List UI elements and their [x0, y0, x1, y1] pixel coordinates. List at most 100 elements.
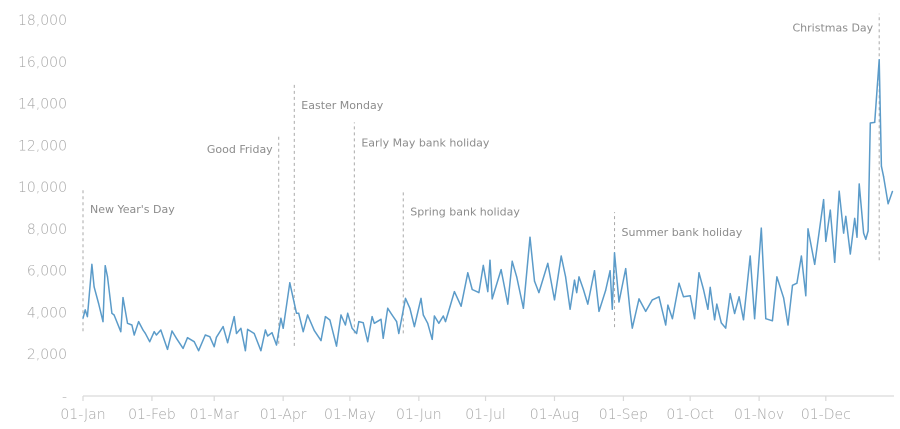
data-point: [213, 346, 215, 348]
data-point: [113, 314, 115, 316]
y-tick-label: 12,000: [18, 138, 67, 154]
data-point: [765, 318, 767, 320]
data-point: [878, 59, 880, 61]
data-point: [444, 321, 447, 323]
data-point: [271, 332, 273, 334]
data-point: [707, 308, 709, 310]
data-point: [422, 314, 424, 316]
data-point: [638, 298, 640, 300]
data-point: [244, 350, 246, 352]
data-point: [295, 312, 298, 314]
data-point: [776, 276, 778, 278]
data-point: [253, 332, 255, 335]
data-point: [209, 336, 211, 338]
holiday-label: Easter Monday: [301, 99, 383, 112]
data-point: [307, 314, 309, 316]
data-point: [373, 322, 375, 324]
data-point: [142, 329, 144, 331]
data-point: [665, 324, 667, 326]
data-point: [471, 288, 473, 291]
data-point: [215, 336, 218, 338]
data-point: [849, 253, 851, 255]
data-point: [694, 318, 696, 320]
data-point: [511, 260, 513, 262]
data-point: [362, 322, 364, 324]
data-point: [409, 307, 411, 309]
data-point: [226, 342, 229, 344]
data-point: [97, 302, 100, 305]
holiday-label: New Year's Day: [90, 203, 175, 216]
data-point: [111, 312, 113, 314]
y-tick-label: 10,000: [18, 180, 67, 196]
data-point: [791, 284, 794, 286]
data-point: [351, 327, 353, 329]
data-point: [395, 321, 398, 323]
data-point: [155, 334, 157, 336]
x-tick-label: 01-Jun: [396, 407, 442, 423]
data-point: [171, 330, 173, 332]
x-tick-label: 01-Feb: [128, 407, 176, 423]
data-point: [787, 324, 789, 326]
data-point: [609, 270, 611, 272]
data-point: [725, 327, 727, 329]
x-tick-label: 01-Jul: [465, 407, 506, 423]
data-point: [266, 335, 269, 337]
data-point: [651, 299, 653, 301]
y-tick-label: 16,000: [18, 55, 67, 71]
data-point: [565, 276, 567, 278]
data-point: [91, 263, 93, 265]
daily-series-line: [82, 58, 894, 352]
data-point: [576, 292, 578, 294]
y-tick-label: 6,000: [27, 264, 67, 280]
data-point: [442, 315, 444, 317]
data-point: [800, 255, 802, 257]
data-point: [133, 334, 135, 336]
data-point: [613, 252, 616, 254]
data-point: [814, 263, 816, 265]
holiday-label: Early May bank holiday: [361, 136, 490, 149]
data-point: [716, 303, 718, 305]
data-point: [560, 255, 562, 257]
data-point: [516, 276, 518, 278]
data-point: [843, 232, 845, 234]
data-point: [529, 236, 531, 238]
data-point: [489, 259, 491, 261]
data-point: [887, 203, 889, 205]
data-point: [689, 295, 691, 297]
data-point: [413, 326, 415, 328]
data-point: [854, 217, 856, 220]
data-point: [478, 292, 480, 294]
data-point: [825, 240, 827, 243]
x-tick-label: 01-Jan: [60, 407, 105, 423]
data-point: [807, 228, 809, 230]
data-point: [658, 296, 660, 298]
data-point: [569, 308, 571, 310]
x-tick-label: 01-Aug: [530, 407, 579, 423]
data-point: [280, 317, 282, 319]
data-point: [605, 289, 607, 292]
data-point: [198, 350, 200, 352]
data-point: [438, 322, 440, 324]
data-point: [678, 282, 680, 284]
data-point: [702, 288, 705, 291]
data-point: [427, 322, 429, 324]
data-point: [149, 341, 151, 343]
data-point: [387, 307, 389, 309]
data-point: [883, 176, 885, 178]
data-point: [275, 344, 278, 346]
data-point: [507, 303, 509, 305]
data-point: [729, 293, 731, 295]
x-axis: 01-Jan 01-Feb 01-Mar 01-Apr 01-May 01-Jun 01-J…: [60, 395, 894, 423]
data-point: [698, 272, 700, 274]
x-tick-label: 01-Nov: [734, 407, 784, 423]
data-point: [858, 183, 860, 185]
data-point: [102, 321, 104, 323]
data-point: [598, 310, 600, 312]
data-point: [829, 209, 831, 211]
data-point: [398, 332, 400, 335]
data-point: [487, 290, 489, 293]
data-point: [320, 340, 322, 342]
data-point: [460, 305, 462, 307]
data-point: [298, 312, 300, 314]
data-point: [863, 232, 865, 234]
